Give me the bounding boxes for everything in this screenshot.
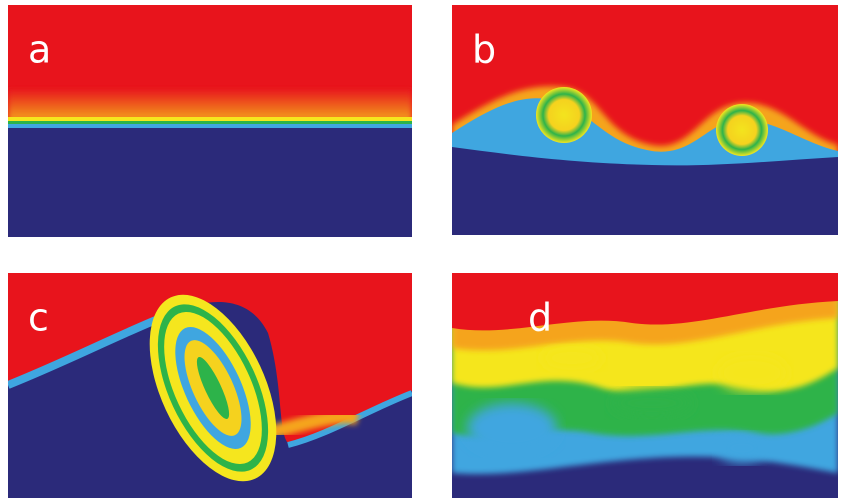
interface xyxy=(8,124,412,128)
panel-label: d xyxy=(528,296,552,340)
panel-a xyxy=(8,5,412,237)
vortex-layer xyxy=(196,357,230,419)
panel-c xyxy=(8,273,412,498)
eddy xyxy=(717,433,767,463)
fluid-bottom xyxy=(452,147,838,235)
panel-label: b xyxy=(472,28,496,72)
eddy xyxy=(717,355,787,391)
eddy xyxy=(612,389,692,417)
eddy xyxy=(467,403,557,453)
panel-d xyxy=(452,273,838,498)
panel-label: c xyxy=(28,296,49,340)
panel-b xyxy=(452,5,838,235)
mixing-band xyxy=(8,89,412,121)
interface xyxy=(8,121,412,124)
fluid-top xyxy=(8,273,412,443)
vortex xyxy=(716,104,768,156)
panel-label: a xyxy=(28,28,51,72)
interface xyxy=(8,311,170,389)
filament xyxy=(266,409,360,440)
interface xyxy=(8,117,412,122)
eddy xyxy=(542,346,602,370)
vortex xyxy=(149,294,277,482)
vortex xyxy=(536,87,592,143)
fluid-top xyxy=(452,273,838,331)
fluid-bottom xyxy=(8,128,412,237)
